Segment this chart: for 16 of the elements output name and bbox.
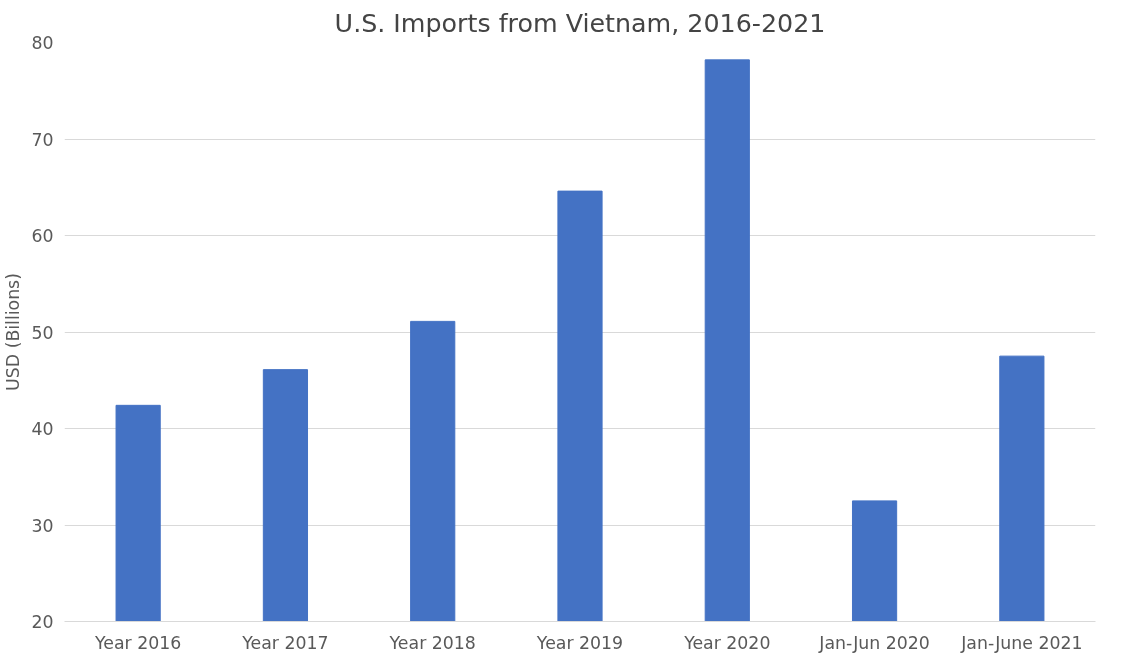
x-tick-label: Year 2019: [535, 632, 624, 653]
y-tick-label: 70: [31, 129, 54, 150]
x-tick-label: Year 2018: [388, 632, 476, 653]
chart-title: U.S. Imports from Vietnam, 2016-2021: [334, 7, 826, 38]
x-tick-label: Year 2017: [241, 632, 329, 653]
x-tick-label: Jan-June 2021: [960, 632, 1083, 653]
y-axis-title: USD (Billions): [3, 273, 24, 391]
y-tick-label: 20: [31, 612, 54, 632]
y-tick-label: 60: [31, 226, 54, 246]
x-tick-label: Year 2016: [94, 632, 182, 653]
x-tick-label: Year 2020: [683, 632, 771, 653]
y-tick-label: 30: [31, 515, 54, 536]
y-tick-label: 80: [31, 33, 54, 53]
x-tick-label: Jan-Jun 2020: [818, 632, 930, 653]
y-tick-label: 50: [31, 322, 54, 343]
y-tick-label: 40: [31, 419, 54, 439]
